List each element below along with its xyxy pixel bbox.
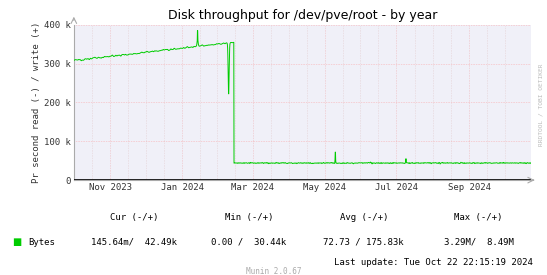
Text: Min (-/+): Min (-/+) <box>225 213 273 222</box>
Text: ■: ■ <box>12 237 21 247</box>
Text: 72.73 / 175.83k: 72.73 / 175.83k <box>323 238 404 247</box>
Text: Last update: Tue Oct 22 22:15:19 2024: Last update: Tue Oct 22 22:15:19 2024 <box>334 258 533 267</box>
Text: Bytes: Bytes <box>28 238 55 247</box>
Y-axis label: Pr second read (-) / write (+): Pr second read (-) / write (+) <box>32 22 42 183</box>
Text: Avg (-/+): Avg (-/+) <box>340 213 388 222</box>
Text: RRDTOOL / TOBI OETIKER: RRDTOOL / TOBI OETIKER <box>538 63 543 146</box>
Text: 145.64m/  42.49k: 145.64m/ 42.49k <box>91 238 177 247</box>
Text: Munin 2.0.67: Munin 2.0.67 <box>246 267 301 275</box>
Text: 0.00 /  30.44k: 0.00 / 30.44k <box>211 238 287 247</box>
Text: 3.29M/  8.49M: 3.29M/ 8.49M <box>444 238 514 247</box>
Title: Disk throughput for /dev/pve/root - by year: Disk throughput for /dev/pve/root - by y… <box>167 9 437 22</box>
Text: Max (-/+): Max (-/+) <box>455 213 503 222</box>
Text: Cur (-/+): Cur (-/+) <box>110 213 158 222</box>
